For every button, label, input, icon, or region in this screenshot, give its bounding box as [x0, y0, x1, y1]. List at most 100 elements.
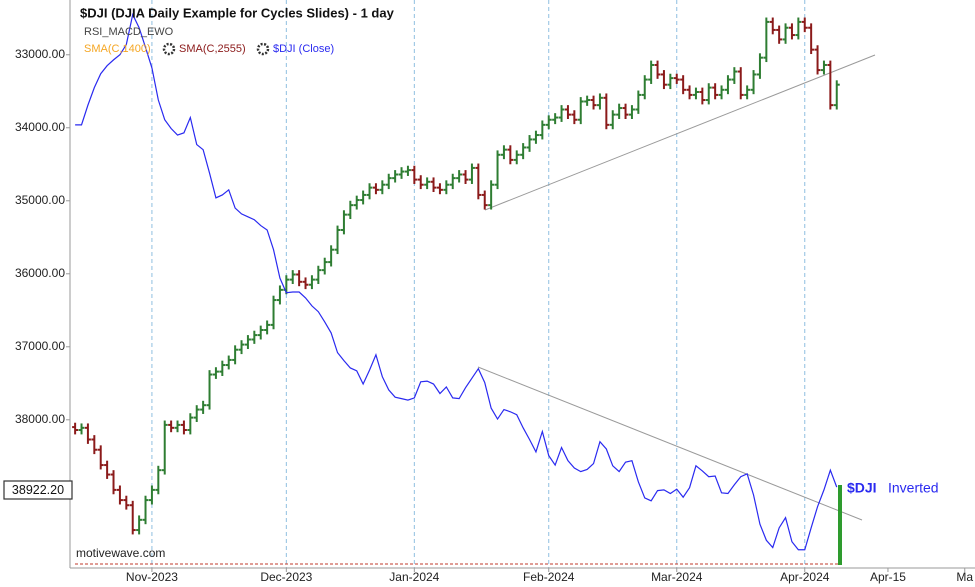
ohlc-bar — [315, 265, 322, 284]
ohlc-bar — [123, 495, 130, 510]
ohlc-bar — [545, 115, 552, 130]
ohlc-bar — [475, 163, 482, 200]
ohlc-bar — [398, 167, 405, 179]
ohlc-bar — [366, 183, 373, 200]
ohlc-bar — [206, 370, 213, 410]
settings-icon[interactable] — [162, 42, 176, 56]
ohlc-bar — [276, 285, 283, 305]
signal-bar — [838, 485, 842, 565]
ohlc-bar — [379, 180, 386, 195]
ohlc-bar — [187, 413, 194, 435]
settings-icon[interactable] — [256, 42, 270, 56]
ohlc-bar — [488, 180, 495, 210]
ohlc-bar — [392, 170, 399, 183]
watermark: motivewave.com — [76, 546, 165, 560]
ohlc-bar — [411, 165, 418, 184]
ohlc-bar — [456, 170, 463, 183]
price-label-box — [3, 480, 73, 500]
ohlc-bar — [776, 25, 783, 44]
ohlc-bar — [372, 183, 379, 195]
ohlc-bar — [808, 23, 815, 55]
ohlc-bar — [833, 80, 840, 110]
ohlc-bar — [686, 85, 693, 100]
ohlc-bar — [174, 420, 181, 433]
ohlc-bar — [539, 120, 546, 140]
ohlc-bar — [769, 17, 776, 35]
ohlc-bar — [712, 83, 719, 100]
x-tick-label: Feb-2024 — [523, 570, 575, 584]
ohlc-bar — [820, 60, 827, 75]
ohlc-bar — [513, 150, 520, 165]
y-tick-label: 36000.00 — [15, 266, 65, 280]
ohlc-bar — [462, 170, 469, 184]
ohlc-bar — [622, 103, 629, 120]
ohlc-bar — [718, 85, 725, 100]
ohlc-bar — [225, 355, 232, 370]
ohlc-bar — [91, 435, 98, 455]
ohlc-bar — [603, 93, 610, 130]
ohlc-bar — [334, 225, 341, 255]
annotation: $DJI — [847, 480, 877, 496]
ohlc-bar — [468, 163, 475, 184]
ohlc-bar — [110, 470, 117, 495]
study-label: RSI_MACD_EWO — [84, 26, 174, 38]
ohlc-bar — [257, 325, 264, 340]
ohlc-bar — [744, 85, 751, 100]
legend-entry: $DJI (Close) — [273, 43, 334, 55]
ohlc-bar — [737, 67, 744, 100]
ohlc-bar — [129, 500, 136, 535]
ohlc-bar — [347, 200, 354, 220]
ohlc-bar — [360, 190, 367, 205]
ohlc-bar — [155, 465, 162, 495]
annotation: Inverted — [888, 480, 939, 496]
ohlc-bar — [724, 75, 731, 95]
ohlc-bar — [168, 420, 175, 433]
y-tick-label: 37000.00 — [15, 339, 65, 353]
ohlc-bar — [84, 423, 91, 444]
x-tick-label: Jan-2024 — [389, 570, 439, 584]
ohlc-bar — [436, 183, 443, 195]
ohlc-bar — [654, 60, 661, 79]
ohlc-bar — [750, 70, 757, 95]
ohlc-bar — [72, 422, 79, 435]
ohlc-bar — [577, 97, 584, 125]
ohlc-bar — [673, 73, 680, 84]
close-line — [75, 12, 838, 551]
ohlc-bar — [353, 195, 360, 210]
ohlc-bar — [219, 360, 226, 376]
ohlc-bar — [136, 515, 143, 535]
ohlc-bar — [238, 340, 245, 355]
axes-layer: 33000.00 34000.00 35000.00 36000.00 37000.00… — [15, 47, 973, 584]
ohlc-bar — [193, 405, 200, 422]
ohlc-bar — [680, 75, 687, 95]
ohlc-bar — [494, 150, 501, 190]
ohlc-bar — [443, 180, 450, 195]
ohlc-bar — [731, 67, 738, 84]
ohlc-bar — [161, 420, 168, 475]
last-price-label: 38922.20 — [12, 483, 64, 497]
ohlc-bar — [590, 95, 597, 110]
y-tick-label: 38000.00 — [15, 412, 65, 426]
ohlc-bar — [641, 75, 648, 100]
ohlc-bar — [635, 90, 642, 114]
ohlc-bar — [788, 23, 795, 40]
ohlc-bar — [289, 270, 296, 284]
x-tick-label: Nov-2023 — [126, 570, 178, 584]
ohlc-bar — [142, 495, 149, 525]
ohlc-bar — [328, 245, 335, 267]
ohlc-bar — [404, 165, 411, 176]
trend-line — [484, 54, 876, 211]
indicator-label: SMA(C,2555) — [179, 43, 246, 55]
ohlc-bar — [628, 105, 635, 120]
ohlc-bar — [795, 17, 802, 40]
x-tick-label: Apr-15 — [870, 570, 906, 584]
ohlc-bar — [827, 60, 834, 110]
ohlc-bar — [302, 277, 309, 290]
ohlc-bar — [148, 485, 155, 505]
ohlc-bar — [481, 190, 488, 210]
ohlc-bar — [763, 17, 770, 63]
x-tick-label: Apr-2024 — [780, 570, 830, 584]
